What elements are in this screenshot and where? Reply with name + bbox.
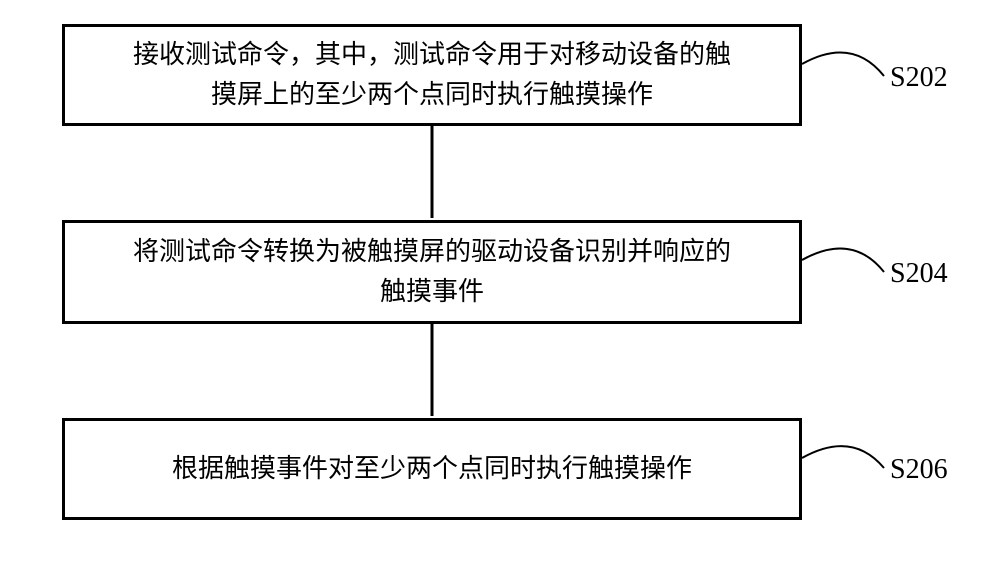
step-box-s206: 根据触摸事件对至少两个点同时执行触摸操作 [62,418,802,520]
connector-s206 [802,446,884,468]
flowchart-canvas: 接收测试命令，其中，测试命令用于对移动设备的触 摸屏上的至少两个点同时执行触摸操… [0,0,1000,574]
step-text: 接收测试命令，其中，测试命令用于对移动设备的触 摸屏上的至少两个点同时执行触摸操… [133,35,731,116]
step-text: 将测试命令转换为被触摸屏的驱动设备识别并响应的 触摸事件 [133,232,731,313]
step-label-s206: S206 [890,454,948,486]
step-box-s204: 将测试命令转换为被触摸屏的驱动设备识别并响应的 触摸事件 [62,220,802,324]
step-label-s202: S202 [890,62,948,94]
step-box-s202: 接收测试命令，其中，测试命令用于对移动设备的触 摸屏上的至少两个点同时执行触摸操… [62,24,802,126]
step-label-s204: S204 [890,258,948,290]
connector-s202 [802,52,884,76]
step-text: 根据触摸事件对至少两个点同时执行触摸操作 [172,449,692,489]
connector-s204 [802,248,884,272]
